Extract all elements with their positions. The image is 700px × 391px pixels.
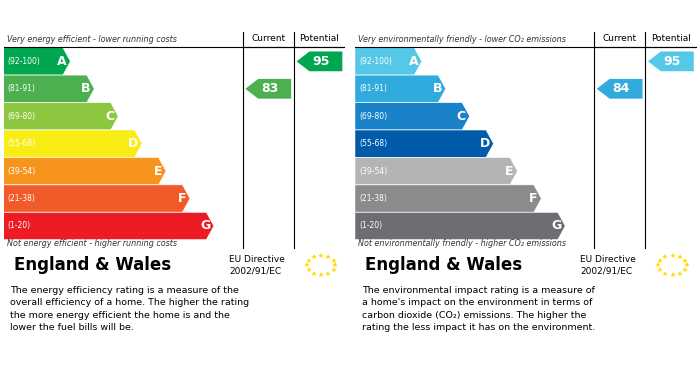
Text: (81-91): (81-91) — [359, 84, 387, 93]
Polygon shape — [355, 158, 517, 185]
Polygon shape — [597, 79, 643, 99]
Polygon shape — [355, 185, 541, 212]
Text: (55-68): (55-68) — [359, 139, 387, 148]
Polygon shape — [355, 130, 493, 158]
Text: 95: 95 — [312, 55, 330, 68]
Polygon shape — [4, 130, 142, 158]
Text: England & Wales: England & Wales — [365, 256, 522, 274]
Text: EU Directive
2002/91/EC: EU Directive 2002/91/EC — [229, 255, 285, 276]
Polygon shape — [4, 185, 190, 212]
Text: 95: 95 — [664, 55, 681, 68]
Polygon shape — [4, 158, 166, 185]
Polygon shape — [246, 79, 291, 99]
Text: Very energy efficient - lower running costs: Very energy efficient - lower running co… — [7, 35, 177, 44]
Text: B: B — [433, 82, 442, 95]
Text: C: C — [106, 110, 115, 123]
Text: A: A — [57, 55, 66, 68]
Text: G: G — [552, 219, 561, 233]
Text: 83: 83 — [261, 82, 278, 95]
Text: (1-20): (1-20) — [359, 221, 382, 230]
Text: C: C — [457, 110, 466, 123]
Text: Potential: Potential — [651, 34, 691, 43]
Polygon shape — [355, 75, 446, 102]
Text: G: G — [200, 219, 210, 233]
Text: F: F — [178, 192, 186, 205]
Text: Current: Current — [603, 34, 637, 43]
Text: (39-54): (39-54) — [8, 167, 36, 176]
Text: Environmental Impact (CO₂) Rating: Environmental Impact (CO₂) Rating — [363, 10, 626, 23]
Text: Current: Current — [251, 34, 286, 43]
Text: F: F — [529, 192, 538, 205]
Text: E: E — [505, 165, 514, 178]
Text: 84: 84 — [612, 82, 629, 95]
Polygon shape — [4, 75, 94, 102]
Text: (21-38): (21-38) — [8, 194, 36, 203]
Text: Very environmentally friendly - lower CO₂ emissions: Very environmentally friendly - lower CO… — [358, 35, 566, 44]
Text: (69-80): (69-80) — [359, 112, 387, 121]
Text: EU Directive
2002/91/EC: EU Directive 2002/91/EC — [580, 255, 636, 276]
Text: (92-100): (92-100) — [8, 57, 41, 66]
Text: (55-68): (55-68) — [8, 139, 36, 148]
Text: B: B — [81, 82, 90, 95]
Text: A: A — [409, 55, 418, 68]
Text: (92-100): (92-100) — [359, 57, 392, 66]
Text: England & Wales: England & Wales — [14, 256, 171, 274]
Text: Potential: Potential — [300, 34, 339, 43]
Polygon shape — [355, 102, 470, 130]
Text: (39-54): (39-54) — [359, 167, 387, 176]
Text: Not environmentally friendly - higher CO₂ emissions: Not environmentally friendly - higher CO… — [358, 239, 566, 248]
Text: D: D — [480, 137, 490, 150]
Polygon shape — [648, 52, 694, 71]
Text: The energy efficiency rating is a measure of the
overall efficiency of a home. T: The energy efficiency rating is a measur… — [10, 286, 249, 332]
Text: D: D — [128, 137, 139, 150]
Text: The environmental impact rating is a measure of
a home's impact on the environme: The environmental impact rating is a mea… — [362, 286, 595, 332]
Text: Not energy efficient - higher running costs: Not energy efficient - higher running co… — [7, 239, 177, 248]
Polygon shape — [4, 102, 118, 130]
Polygon shape — [297, 52, 342, 71]
Text: E: E — [154, 165, 162, 178]
Text: Energy Efficiency Rating: Energy Efficiency Rating — [12, 10, 195, 23]
Text: (69-80): (69-80) — [8, 112, 36, 121]
Polygon shape — [4, 48, 71, 75]
Polygon shape — [4, 212, 214, 240]
Text: (21-38): (21-38) — [359, 194, 387, 203]
Text: (1-20): (1-20) — [8, 221, 31, 230]
Polygon shape — [355, 212, 566, 240]
Polygon shape — [355, 48, 422, 75]
Text: (81-91): (81-91) — [8, 84, 36, 93]
